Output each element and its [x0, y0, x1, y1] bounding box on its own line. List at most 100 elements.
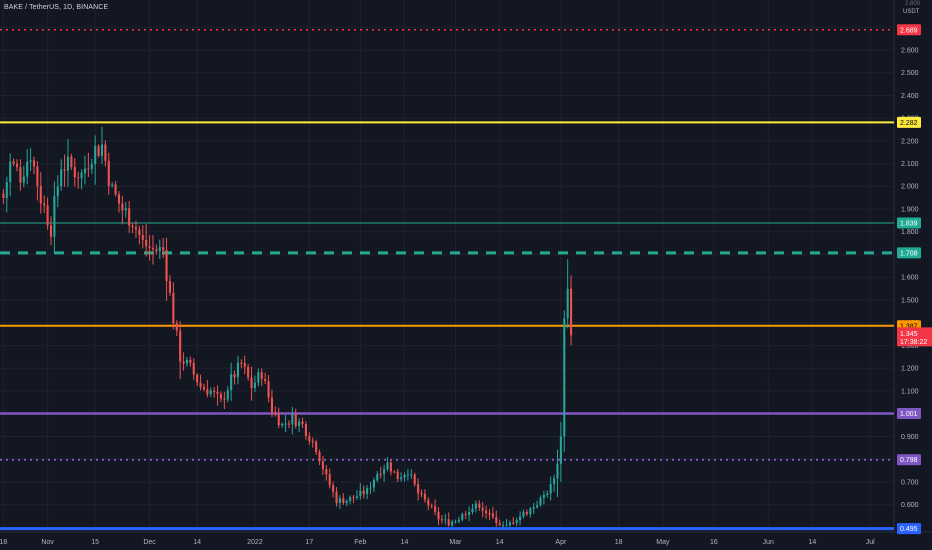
candle-body [179, 330, 182, 362]
level-tag [897, 217, 921, 229]
candle-body [53, 196, 56, 237]
price-axis[interactable]: 0.6000.7000.8000.9001.0001.1001.2001.300… [897, 24, 932, 535]
candle-body [60, 169, 63, 187]
candle-body [304, 424, 307, 436]
candle-body [219, 393, 223, 399]
candle-body [451, 521, 454, 526]
candle-body [444, 519, 447, 521]
candle-body [427, 499, 430, 506]
candle-body [291, 414, 294, 425]
level-tag-label: 0.798 [900, 457, 918, 464]
candle-body [559, 436, 562, 464]
x-tick-label: Jul [866, 539, 875, 546]
candle-body [196, 374, 199, 383]
level-tag-label: 0.495 [900, 526, 918, 533]
candle-body [417, 484, 420, 494]
candle-body [284, 423, 287, 425]
currency-label: USDT [903, 9, 920, 15]
candle-body [9, 161, 12, 183]
candle-body [287, 423, 290, 425]
last-price-tag [897, 327, 932, 347]
x-tick-label: 17 [305, 539, 313, 546]
candle-body [274, 412, 277, 414]
candle-body [454, 521, 457, 523]
candle-body [138, 229, 141, 236]
time-axis[interactable]: 18 Nov 15 Dec 14 2022 17 Feb 14 Mar 14 Apr 18 May 16 Ju… [0, 539, 875, 546]
candle-body [342, 498, 345, 503]
candle-body [311, 441, 314, 443]
candle-body [151, 247, 155, 250]
candle-body [308, 435, 311, 442]
candle-body [553, 478, 556, 485]
y-tick-label: 1.100 [901, 388, 919, 395]
candle-body [376, 473, 379, 481]
candle-body [250, 377, 253, 389]
candle-body [474, 503, 477, 509]
candle-body [90, 163, 93, 169]
candle-body [570, 288, 573, 336]
candle-body [172, 292, 175, 324]
candle-body [97, 146, 100, 156]
candle-body [12, 161, 15, 164]
candle-body [437, 511, 440, 520]
x-tick-label: 18 [615, 539, 623, 546]
candle-body [352, 497, 355, 499]
candle-body [192, 362, 195, 375]
axis-top-tick: 2.800 [905, 1, 921, 7]
candle-body [563, 318, 566, 437]
candle-body [389, 462, 392, 472]
candle-body [461, 514, 464, 520]
candle-body [66, 156, 70, 171]
candle-body [519, 516, 522, 521]
candle-body [141, 235, 144, 241]
candle-body [355, 496, 358, 498]
y-tick-label: 0.600 [901, 502, 919, 509]
candle-body [32, 160, 36, 167]
candle-body [168, 281, 172, 293]
candle-body [162, 247, 165, 251]
candle-body [94, 146, 97, 164]
y-tick-label: 2.400 [901, 93, 919, 100]
candle-body [165, 250, 168, 282]
candle-body [386, 462, 389, 470]
candle-body [512, 522, 515, 524]
candle-body [70, 156, 73, 167]
candle-body [240, 362, 243, 364]
candle-body [22, 176, 25, 183]
candle-body [182, 361, 185, 364]
candle-body [124, 208, 127, 211]
candle-body [379, 473, 382, 475]
last-price-countdown: 17:38:22 [900, 339, 927, 346]
level-tag-label: 1.387 [900, 323, 918, 330]
level-tag [897, 523, 921, 535]
candle-body [264, 378, 267, 381]
candle-body [87, 168, 90, 170]
y-tick-label: 2.000 [901, 184, 919, 191]
candle-body [413, 474, 416, 485]
candle-body [542, 495, 545, 498]
candle-body [267, 380, 270, 398]
candle-body [406, 474, 409, 476]
candle-body [63, 169, 66, 171]
candle-body [260, 372, 263, 379]
candle-body [128, 208, 131, 226]
y-tick-label: 1.200 [901, 366, 919, 373]
candle-body [49, 225, 53, 237]
candle-body [359, 490, 362, 497]
candle-body [216, 391, 219, 394]
candle-body [158, 247, 161, 252]
candle-body [400, 477, 403, 480]
x-tick-label: Dec [143, 539, 156, 546]
candle-body [457, 519, 460, 522]
candle-body [491, 513, 494, 517]
candle-body [226, 390, 229, 400]
x-tick-label: Jun [763, 539, 774, 546]
candles [2, 126, 573, 528]
candle-body [349, 497, 352, 501]
candle-body [107, 160, 110, 186]
candle-body [36, 166, 39, 187]
x-tick-label: Mar [449, 539, 462, 546]
candle-body [114, 184, 117, 195]
candle-body [464, 514, 467, 516]
x-tick-label: 2022 [247, 539, 263, 546]
